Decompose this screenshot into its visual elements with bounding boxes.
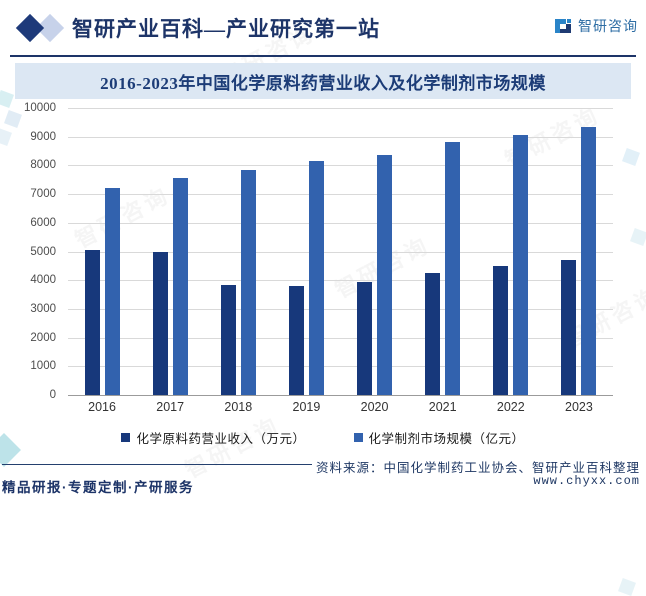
bar (561, 260, 577, 395)
bar (445, 142, 461, 395)
company-logo: 智研咨询 (553, 16, 638, 36)
chart-legend: 化学原料药营业收入（万元） 化学制剂市场规模（亿元） (0, 428, 646, 447)
bar (172, 178, 188, 395)
bar (308, 161, 324, 395)
gridline (68, 136, 613, 138)
gridline (68, 280, 613, 282)
x-tick-label: 2020 (360, 400, 389, 414)
gridline (68, 366, 613, 368)
y-tick-label: 9000 (30, 130, 56, 143)
brand-diamond-icon (15, 13, 45, 43)
y-tick-label: 2000 (30, 331, 56, 344)
bar (288, 285, 304, 395)
bar (493, 265, 509, 395)
x-tick-label: 2017 (156, 400, 185, 414)
website-link[interactable]: www.chyxx.com (533, 474, 640, 488)
legend-item: 化学制剂市场规模（亿元） (353, 428, 525, 447)
gridline (68, 308, 613, 310)
gridline (68, 222, 613, 224)
gridline (68, 165, 613, 167)
gridline (68, 194, 613, 196)
y-tick-label: 5000 (30, 245, 56, 258)
bar (513, 135, 529, 395)
bar (357, 281, 373, 395)
x-axis-labels: 2016 2017 2018 2019 2020 2021 2022 2023 (68, 400, 613, 416)
legend-marker-icon (353, 433, 363, 442)
legend-item: 化学原料药营业收入（万元） (121, 428, 305, 447)
chart-title-band: 2016-2023年中国化学原料药营业收入及化学制剂市场规模 (15, 63, 631, 99)
bar (84, 250, 100, 395)
watermark-mosaic-icon (0, 90, 14, 108)
y-tick-label: 3000 (30, 302, 56, 315)
site-title: 智研产业百科—产业研究第一站 (72, 17, 380, 41)
y-tick-label: 10000 (24, 102, 56, 114)
y-tick-label: 4000 (30, 274, 56, 287)
x-tick-label: 2022 (496, 400, 525, 414)
x-tick-label: 2021 (428, 400, 457, 414)
bar (104, 188, 120, 395)
plot-area (68, 108, 613, 396)
bar (377, 155, 393, 395)
y-tick-label: 0 (49, 389, 56, 401)
source-text: 资料来源：中国化学制药工业协会、智研产业百科整理 (315, 461, 640, 475)
gridline (68, 251, 613, 253)
x-tick-label: 2016 (88, 400, 116, 414)
x-tick-label: 2023 (565, 400, 593, 414)
bar (425, 273, 441, 395)
services-text: 精品研报·专题定制·产研服务 (2, 480, 194, 495)
chart-title: 2016-2023年中国化学原料药营业收入及化学制剂市场规模 (100, 73, 546, 93)
footer-divider (2, 464, 312, 465)
gridline (68, 337, 613, 339)
legend-label: 化学制剂市场规模（亿元） (368, 432, 525, 446)
y-tick-label: 6000 (30, 216, 56, 229)
footer: 资料来源：中国化学制药工业协会、智研产业百科整理 www.chyxx.com 精… (0, 455, 646, 498)
watermark-mosaic-icon (622, 148, 640, 166)
x-tick-label: 2018 (224, 400, 253, 414)
company-logo-icon (555, 19, 571, 33)
y-tick-label: 8000 (30, 159, 56, 172)
watermark-mosaic-icon (618, 578, 636, 596)
y-tick-label: 7000 (30, 188, 56, 201)
gridline (68, 108, 613, 109)
bar (240, 169, 256, 395)
company-logo-text: 智研咨询 (578, 18, 638, 34)
header-divider (10, 55, 636, 57)
x-tick-label: 2019 (292, 400, 321, 414)
y-tick-label: 1000 (30, 360, 56, 373)
legend-marker-icon (121, 433, 131, 442)
site-header: 智研产业百科—产业研究第一站 智研咨询 (0, 0, 646, 56)
y-axis-labels: 0 1000 2000 3000 4000 5000 6000 7000 8000 9000 100… (0, 102, 62, 401)
bar (220, 284, 236, 395)
gridline (68, 395, 613, 396)
watermark-mosaic-icon (630, 228, 646, 246)
legend-label: 化学原料药营业收入（万元） (136, 432, 306, 446)
bar (152, 251, 168, 395)
bar (581, 126, 597, 395)
